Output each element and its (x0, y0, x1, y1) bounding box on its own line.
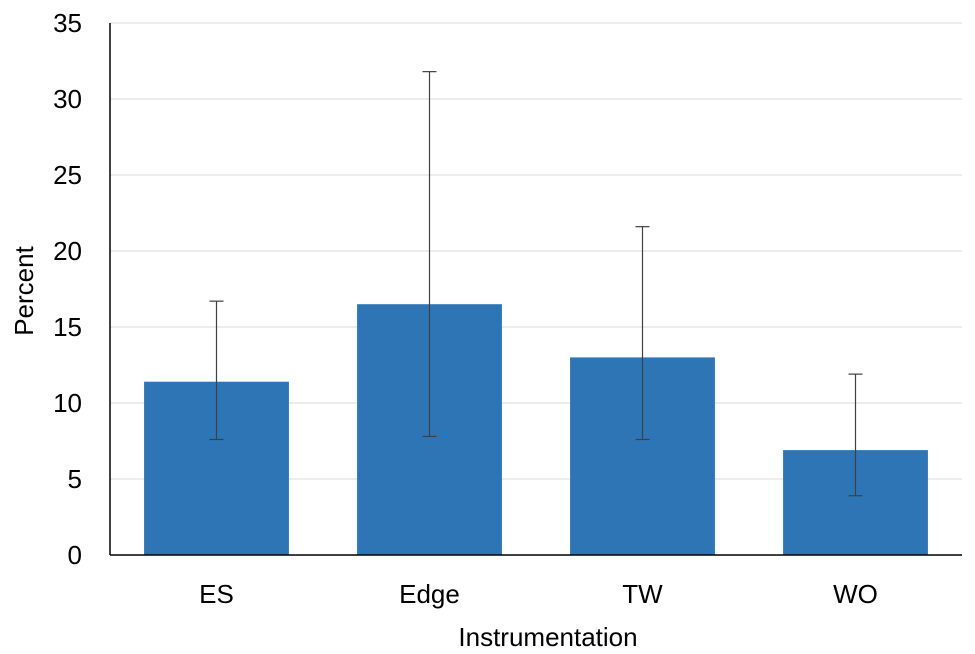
x-tick-label: TW (622, 579, 663, 609)
x-tick-label: Edge (399, 579, 460, 609)
error-bar-tw (635, 226, 650, 441)
y-tick-label: 5 (68, 464, 82, 494)
x-tick-labels: ES Edge TW WO (199, 579, 878, 609)
x-tick-label: ES (199, 579, 234, 609)
bars (144, 304, 928, 555)
y-axis-title: Percent (9, 245, 39, 335)
y-tick-label: 0 (68, 540, 82, 570)
y-tick-label: 20 (53, 236, 82, 266)
y-tick-label: 35 (53, 8, 82, 38)
x-tick-label: WO (833, 579, 878, 609)
y-tick-label: 15 (53, 312, 82, 342)
y-tick-label: 10 (53, 388, 82, 418)
y-tick-label: 25 (53, 160, 82, 190)
error-bar-es (209, 300, 224, 441)
error-bars (209, 71, 863, 497)
y-tick-label: 30 (53, 84, 82, 114)
x-axis-title: Instrumentation (458, 622, 637, 652)
y-tick-labels: 0 5 10 15 20 25 30 35 (53, 8, 82, 570)
error-bar-edge (422, 71, 437, 438)
error-bar-wo (848, 373, 863, 497)
